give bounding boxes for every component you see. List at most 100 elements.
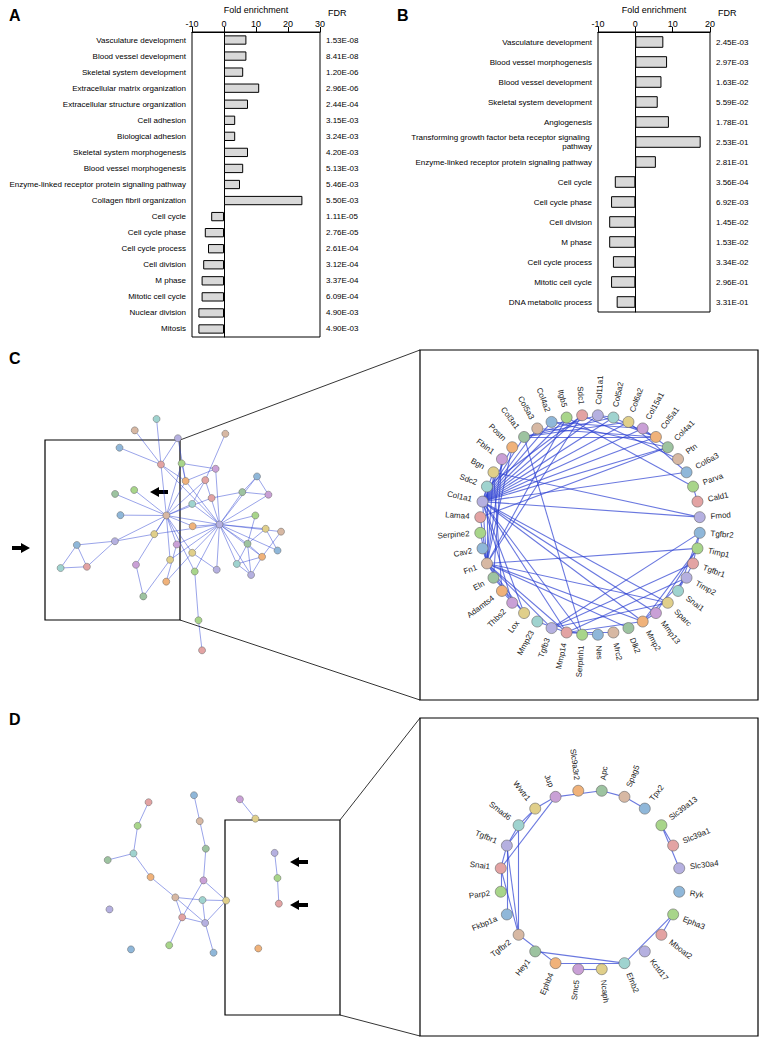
svg-text:Nuclear division: Nuclear division (130, 308, 186, 317)
svg-text:Vasculature development: Vasculature development (502, 38, 592, 47)
svg-text:1.63E-02: 1.63E-02 (716, 78, 749, 87)
svg-text:Vasculature development: Vasculature development (96, 36, 186, 45)
svg-text:Cell division: Cell division (143, 260, 186, 269)
svg-text:Col11a1: Col11a1 (594, 375, 605, 405)
svg-text:Col1a1: Col1a1 (446, 490, 473, 504)
svg-text:Cell cycle: Cell cycle (152, 212, 187, 221)
svg-text:Cell cycle phase: Cell cycle phase (534, 198, 593, 207)
svg-text:Slc39a13: Slc39a13 (667, 794, 699, 822)
svg-text:Slc30a4: Slc30a4 (689, 859, 719, 872)
svg-text:Mitotic cell cycle: Mitotic cell cycle (128, 292, 186, 301)
svg-text:Skeletal system development: Skeletal system development (82, 68, 187, 77)
svg-text:Blood vessel morphogenesis: Blood vessel morphogenesis (84, 164, 186, 173)
svg-text:Cell adhesion: Cell adhesion (138, 116, 186, 125)
svg-text:Extracellular matrix organizat: Extracellular matrix organization (72, 84, 186, 93)
svg-text:Mmp2: Mmp2 (644, 629, 663, 653)
svg-text:Biological adhesion: Biological adhesion (117, 132, 186, 141)
svg-text:Smad6: Smad6 (487, 800, 513, 823)
svg-text:Sdc1: Sdc1 (576, 386, 586, 405)
svg-text:C: C (9, 350, 21, 367)
svg-text:Cell cycle phase: Cell cycle phase (128, 228, 187, 237)
svg-text:Blood vessel development: Blood vessel development (499, 78, 593, 87)
svg-text:Sparc: Sparc (672, 607, 693, 628)
svg-text:-10: -10 (185, 19, 198, 29)
svg-text:6.09E-04: 6.09E-04 (326, 292, 359, 301)
svg-text:2.81E-01: 2.81E-01 (716, 158, 749, 167)
svg-text:2.97E-03: 2.97E-03 (716, 58, 749, 67)
svg-text:3.56E-04: 3.56E-04 (716, 178, 749, 187)
svg-text:Bgn: Bgn (469, 456, 486, 471)
svg-text:FDR: FDR (718, 8, 737, 18)
svg-text:Dlk2: Dlk2 (628, 637, 642, 656)
svg-text:D: D (9, 711, 21, 728)
svg-text:Tgfbr2: Tgfbr2 (489, 937, 513, 959)
svg-text:Postn: Postn (487, 422, 508, 443)
svg-text:5.46E-03: 5.46E-03 (326, 180, 359, 189)
svg-text:Nes: Nes (594, 645, 604, 660)
svg-text:Col4a1: Col4a1 (672, 418, 697, 443)
svg-text:Parp2: Parp2 (468, 889, 491, 901)
svg-text:M phase: M phase (155, 276, 186, 285)
svg-text:0: 0 (221, 19, 226, 29)
svg-text:Skeletal system development: Skeletal system development (488, 98, 593, 107)
svg-text:Lama4: Lama4 (445, 510, 471, 521)
svg-text:Lox: Lox (506, 619, 521, 635)
svg-text:3.34E-02: 3.34E-02 (716, 258, 749, 267)
svg-text:Col15a1: Col15a1 (644, 390, 666, 421)
svg-text:20: 20 (705, 19, 715, 29)
svg-text:Blood vessel development: Blood vessel development (93, 52, 187, 61)
svg-text:Snai1: Snai1 (469, 860, 491, 872)
svg-text:Fold enrichment: Fold enrichment (224, 5, 289, 15)
svg-text:2.96E-01: 2.96E-01 (716, 278, 749, 287)
svg-text:3.12E-04: 3.12E-04 (326, 260, 359, 269)
svg-text:Mitosis: Mitosis (161, 324, 186, 333)
svg-text:Thbs2: Thbs2 (486, 607, 508, 629)
svg-text:Efnb2: Efnb2 (624, 971, 641, 994)
svg-text:Transforming growth factor bet: Transforming growth factor beta receptor… (411, 133, 592, 142)
svg-text:Mmp13: Mmp13 (659, 619, 683, 646)
svg-text:Ncaph: Ncaph (599, 979, 611, 1003)
svg-text:Ptn: Ptn (684, 442, 699, 456)
svg-text:Enzyme-linked receptor protein: Enzyme-linked receptor protein signaling… (415, 158, 592, 167)
svg-text:Apc: Apc (599, 766, 610, 781)
svg-text:4.90E-03: 4.90E-03 (326, 324, 359, 333)
svg-text:Serpinh1: Serpinh1 (575, 645, 586, 678)
svg-text:Cell division: Cell division (549, 218, 592, 227)
svg-text:2.96E-06: 2.96E-06 (326, 84, 359, 93)
svg-text:Fbln1: Fbln1 (475, 437, 497, 457)
svg-text:B: B (397, 7, 409, 24)
svg-text:Col6a3: Col6a3 (694, 451, 721, 471)
svg-text:Skeletal system morphogenesis: Skeletal system morphogenesis (73, 148, 186, 157)
svg-text:M phase: M phase (561, 238, 592, 247)
svg-text:20: 20 (283, 19, 293, 29)
svg-text:Cav2: Cav2 (453, 546, 474, 559)
svg-text:Smc5: Smc5 (570, 979, 582, 1001)
svg-text:2.53E-01: 2.53E-01 (716, 138, 749, 147)
svg-text:2.61E-04: 2.61E-04 (326, 244, 359, 253)
svg-text:Col4a2: Col4a2 (535, 387, 552, 414)
svg-text:Blood vessel morphogenesis: Blood vessel morphogenesis (490, 58, 592, 67)
svg-text:Fold enrichment: Fold enrichment (622, 5, 687, 15)
svg-text:Angiogenesis: Angiogenesis (544, 118, 592, 127)
svg-text:Hey1: Hey1 (514, 957, 533, 978)
svg-text:Cell cycle process: Cell cycle process (122, 244, 186, 253)
svg-text:Collagen fibril organization: Collagen fibril organization (92, 196, 186, 205)
svg-text:Col3a1: Col3a1 (499, 405, 522, 431)
svg-text:Spag5: Spag5 (624, 763, 641, 788)
svg-text:3.15E-03: 3.15E-03 (326, 116, 359, 125)
svg-text:Tgfbr2: Tgfbr2 (710, 529, 734, 540)
svg-text:Mrc2: Mrc2 (611, 642, 624, 662)
svg-text:Timp2: Timp2 (694, 579, 718, 598)
svg-text:Mmp14: Mmp14 (554, 642, 569, 670)
svg-text:0: 0 (633, 19, 638, 29)
svg-text:Cald1: Cald1 (707, 490, 730, 503)
svg-text:4.90E-03: 4.90E-03 (326, 308, 359, 317)
svg-text:1.53E-08: 1.53E-08 (326, 36, 359, 45)
svg-text:Mboat2: Mboat2 (667, 938, 694, 962)
svg-text:Col5a3: Col5a3 (516, 395, 536, 422)
svg-text:1.53E-02: 1.53E-02 (716, 238, 749, 247)
svg-text:Mmp23: Mmp23 (515, 628, 536, 656)
svg-text:Kctd17: Kctd17 (648, 957, 671, 983)
svg-text:Tgfbr1: Tgfbr1 (474, 828, 499, 845)
svg-text:2.45E-03: 2.45E-03 (716, 38, 749, 47)
